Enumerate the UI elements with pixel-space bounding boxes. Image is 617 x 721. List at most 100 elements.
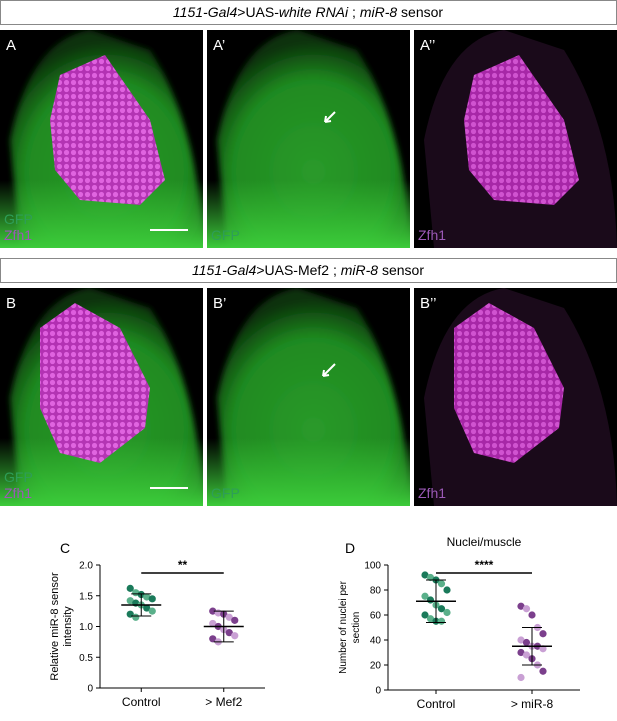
tissue-base bbox=[207, 438, 410, 506]
y-tick-label: 0.5 bbox=[79, 653, 93, 664]
y-tick-label: 1.5 bbox=[79, 591, 93, 602]
y-tick-label: 2.0 bbox=[79, 561, 93, 572]
data-point bbox=[421, 571, 429, 579]
title-segment: sensor bbox=[397, 4, 443, 20]
micrograph-content bbox=[414, 30, 617, 248]
y-tick-label: 100 bbox=[364, 561, 381, 572]
title-segment: ; bbox=[348, 4, 360, 20]
channel-label: Zfh1 bbox=[418, 485, 446, 501]
data-point bbox=[426, 615, 435, 623]
channel-label: Zfh1 bbox=[4, 227, 32, 243]
channel-label: GFP bbox=[4, 469, 33, 485]
micrograph-content bbox=[0, 30, 203, 248]
title-segment: >UAS- bbox=[237, 4, 279, 20]
panel-label: B’ bbox=[213, 295, 226, 312]
data-point bbox=[426, 573, 435, 582]
panel-label: A bbox=[6, 37, 16, 54]
y-axis-label-line: Number of nuclei per bbox=[338, 580, 349, 673]
micrograph-content bbox=[0, 288, 203, 506]
x-tick-label: > Mef2 bbox=[205, 695, 242, 709]
data-point bbox=[231, 616, 239, 624]
significance: **** bbox=[475, 558, 494, 572]
nuclei bbox=[454, 303, 564, 463]
data-point bbox=[437, 580, 446, 588]
data-point bbox=[132, 613, 140, 621]
data-point bbox=[132, 589, 140, 597]
y-axis-label-line: intensity bbox=[62, 606, 74, 647]
title-segment: 1151-Gal4 bbox=[173, 4, 238, 20]
y-tick-label: 80 bbox=[370, 586, 382, 597]
data-point bbox=[443, 586, 451, 594]
data-point bbox=[517, 673, 525, 682]
panel-label: B’’ bbox=[420, 295, 436, 312]
y-tick-label: 0 bbox=[375, 686, 381, 697]
y-axis-label-line: Relative miR-8 sensor bbox=[49, 572, 61, 681]
data-point bbox=[209, 607, 217, 615]
data-point bbox=[522, 605, 531, 613]
data-point bbox=[437, 617, 446, 625]
channel-label: GFP bbox=[211, 227, 240, 243]
data-point bbox=[143, 593, 151, 601]
channel-label: GFP bbox=[4, 211, 33, 227]
micrograph: B’’ Zfh1 bbox=[414, 288, 617, 506]
channel-label: Zfh1 bbox=[418, 227, 446, 243]
title-segment: miR-8 bbox=[360, 4, 398, 20]
row-title-box bbox=[0, 0, 617, 25]
y-axis-label: Relative miR-8 sensorintensity bbox=[49, 572, 74, 681]
data-point bbox=[209, 619, 217, 628]
data-point bbox=[143, 604, 151, 612]
y-tick-label: 0 bbox=[87, 684, 93, 695]
micrograph-content bbox=[207, 30, 410, 248]
tissue-base bbox=[207, 180, 410, 248]
data-point bbox=[231, 632, 239, 640]
panel-label: B bbox=[6, 295, 16, 312]
data-point bbox=[528, 611, 536, 619]
panel-label: A’ bbox=[213, 37, 225, 54]
y-tick-label: 60 bbox=[370, 611, 382, 622]
nuclei bbox=[464, 55, 579, 205]
row-title: 1151-Gal4>UAS-white RNAi ; miR-8 sensor bbox=[173, 4, 443, 20]
arrow bbox=[322, 363, 336, 377]
micrograph: B’ GFP bbox=[207, 288, 410, 506]
panel-label: A’’ bbox=[420, 37, 435, 54]
data-point bbox=[517, 636, 525, 644]
title-segment: >UAS-Mef2 ; bbox=[256, 262, 340, 278]
data-point bbox=[539, 630, 547, 638]
panel-label: D bbox=[345, 540, 355, 556]
data-point bbox=[225, 613, 233, 621]
data-point bbox=[437, 605, 446, 613]
nuclei bbox=[50, 55, 165, 205]
micrograph-content bbox=[207, 288, 410, 506]
channel-label: Zfh1 bbox=[4, 485, 32, 501]
y-tick-label: 40 bbox=[370, 636, 382, 647]
micrograph-content bbox=[414, 288, 617, 506]
row-title: 1151-Gal4>UAS-Mef2 ; miR-8 sensor bbox=[192, 262, 424, 278]
data-point bbox=[148, 607, 156, 615]
data-point bbox=[126, 584, 134, 592]
title-segment: white RNAi bbox=[279, 4, 349, 20]
y-tick-label: 20 bbox=[370, 661, 382, 672]
x-tick-label: Control bbox=[122, 695, 161, 709]
data-point bbox=[421, 611, 429, 619]
data-point bbox=[209, 635, 217, 643]
y-tick-label: 1.0 bbox=[79, 622, 93, 633]
data-point bbox=[517, 648, 525, 657]
data-point bbox=[148, 595, 156, 603]
data-point bbox=[426, 596, 435, 604]
micrograph: A’’ Zfh1 bbox=[414, 30, 617, 248]
arrow bbox=[324, 111, 336, 123]
nuclei bbox=[40, 303, 150, 463]
chart-title: Nuclei/muscle bbox=[447, 535, 522, 549]
data-point bbox=[225, 629, 233, 637]
title-segment: 1151-Gal4 bbox=[192, 262, 257, 278]
title-segment: miR-8 bbox=[341, 262, 379, 278]
data-point bbox=[522, 638, 531, 647]
data-point bbox=[522, 651, 531, 659]
data-point bbox=[126, 597, 134, 605]
y-axis-label-line: section bbox=[351, 612, 362, 644]
row-title-box bbox=[0, 258, 617, 283]
significance: ** bbox=[178, 558, 188, 572]
